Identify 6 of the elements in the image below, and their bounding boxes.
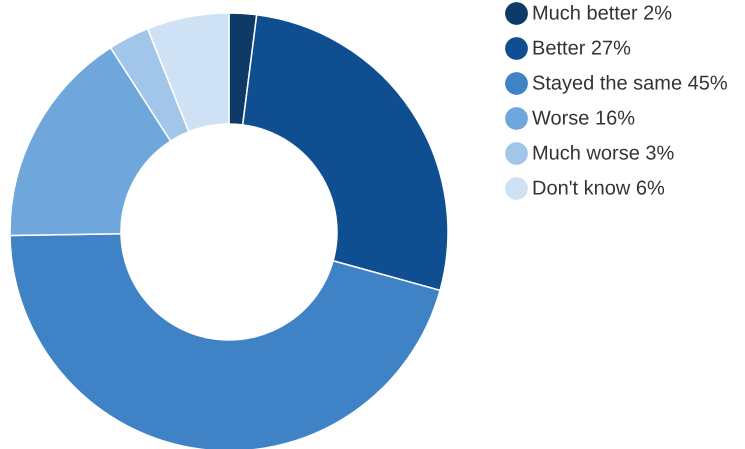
legend-label: Don't know 6% xyxy=(532,178,665,200)
legend-label: Stayed the same 45% xyxy=(532,72,728,94)
legend-label: Much worse 3% xyxy=(532,142,674,164)
legend-label: Worse 16% xyxy=(532,108,636,130)
legend-label: Better 27% xyxy=(532,38,632,60)
legend-label: Much better 2% xyxy=(532,2,672,24)
